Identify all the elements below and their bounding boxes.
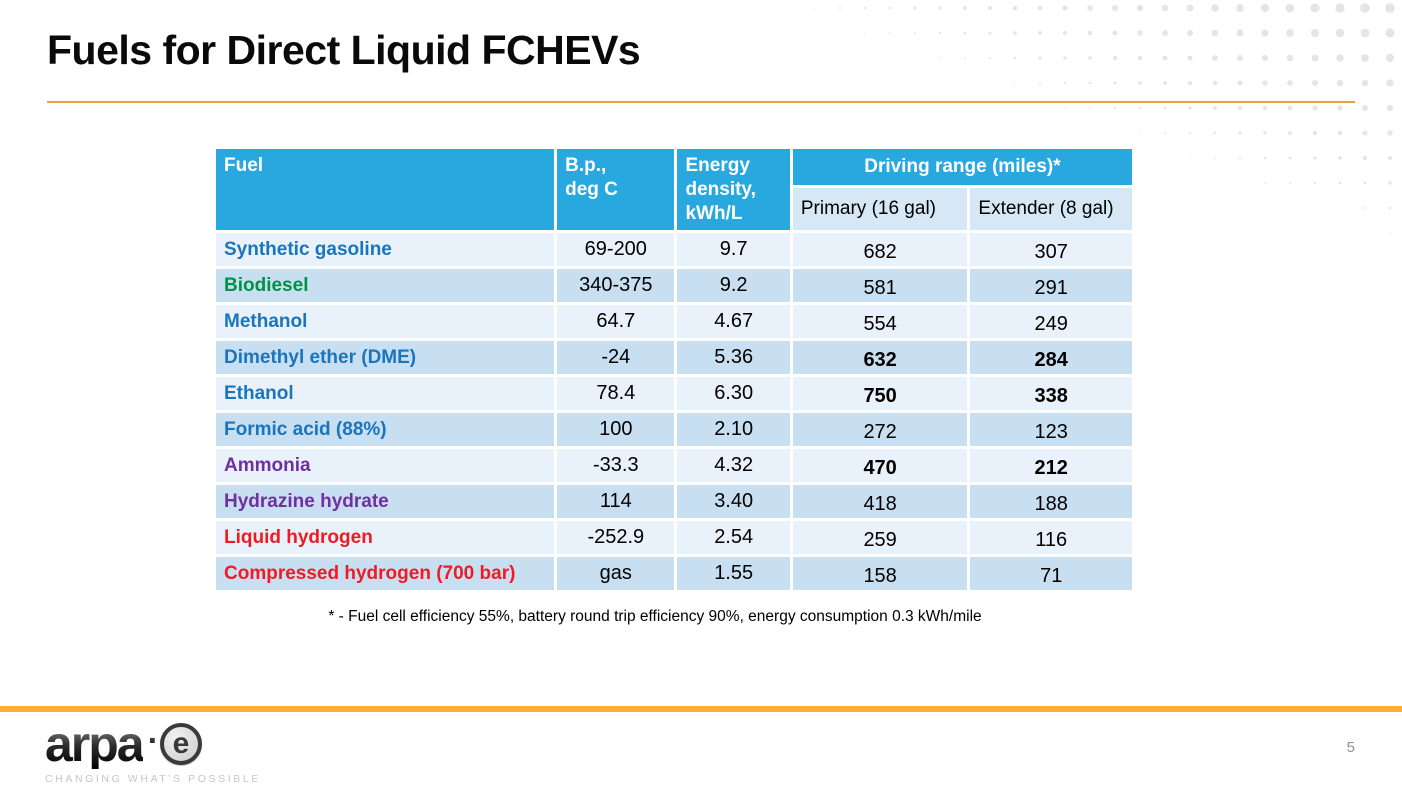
cell-fuel: Liquid hydrogen bbox=[216, 521, 555, 555]
cell-energy: 9.2 bbox=[677, 269, 790, 303]
cell-fuel: Compressed hydrogen (700 bar) bbox=[216, 557, 555, 591]
col-header-energy-density: Energy density, kWh/L bbox=[677, 149, 790, 231]
cell-fuel: Synthetic gasoline bbox=[216, 233, 555, 267]
footnote: * - Fuel cell efficiency 55%, battery ro… bbox=[328, 608, 982, 625]
cell-bp: 78.4 bbox=[557, 377, 675, 411]
table-row: Biodiesel 340-375 9.2 581 291 bbox=[216, 269, 1132, 303]
cell-primary: 682 bbox=[792, 233, 968, 267]
title-divider-line bbox=[47, 101, 1355, 103]
logo-tagline: CHANGING WHAT'S POSSIBLE bbox=[45, 773, 261, 785]
cell-extender: 307 bbox=[970, 233, 1132, 267]
table-row: Synthetic gasoline 69-200 9.7 682 307 bbox=[216, 233, 1132, 267]
col-header-primary: Primary (16 gal) bbox=[792, 188, 968, 231]
corner-dot-pattern bbox=[764, 3, 1395, 234]
cell-energy: 2.54 bbox=[677, 521, 790, 555]
col-header-fuel: Fuel bbox=[216, 149, 555, 231]
logo-e-letter: e bbox=[172, 727, 190, 760]
table-row: Ammonia -33.3 4.32 470 212 bbox=[216, 449, 1132, 483]
col-header-bp: B.p., deg C bbox=[557, 149, 675, 231]
cell-energy: 4.67 bbox=[677, 305, 790, 339]
cell-bp: -252.9 bbox=[557, 521, 675, 555]
cell-bp: gas bbox=[557, 557, 675, 591]
cell-primary: 418 bbox=[792, 485, 968, 519]
table-header-row: Fuel B.p., deg C Energy density, kWh/L D… bbox=[216, 149, 1132, 231]
cell-bp: 114 bbox=[557, 485, 675, 519]
table-subheader-row: Primary (16 gal) Extender (8 gal) bbox=[216, 188, 1132, 231]
cell-fuel: Ethanol bbox=[216, 377, 555, 411]
cell-extender: 212 bbox=[970, 449, 1132, 483]
cell-energy: 5.36 bbox=[677, 341, 790, 375]
table-row: Methanol 64.7 4.67 554 249 bbox=[216, 305, 1132, 339]
cell-primary: 554 bbox=[792, 305, 968, 339]
page-number: 5 bbox=[1346, 739, 1355, 756]
cell-bp: -24 bbox=[557, 341, 675, 375]
cell-extender: 71 bbox=[970, 557, 1132, 591]
cell-bp: -33.3 bbox=[557, 449, 675, 483]
cell-extender: 291 bbox=[970, 269, 1132, 303]
cell-bp: 100 bbox=[557, 413, 675, 447]
cell-extender: 116 bbox=[970, 521, 1132, 555]
table-row: Hydrazine hydrate 114 3.40 418 188 bbox=[216, 485, 1132, 519]
cell-energy: 2.10 bbox=[677, 413, 790, 447]
arpa-e-logo: arpa · e CHANGING WHAT'S POSSIBLE bbox=[45, 719, 261, 785]
cell-energy: 3.40 bbox=[677, 485, 790, 519]
fuel-table: Fuel B.p., deg C Energy density, kWh/L D… bbox=[213, 146, 1135, 593]
cell-primary: 158 bbox=[792, 557, 968, 591]
table-row: Liquid hydrogen -252.9 2.54 259 116 bbox=[216, 521, 1132, 555]
cell-extender: 338 bbox=[970, 377, 1132, 411]
cell-primary: 470 bbox=[792, 449, 968, 483]
cell-primary: 750 bbox=[792, 377, 968, 411]
cell-fuel: Methanol bbox=[216, 305, 555, 339]
cell-energy: 1.55 bbox=[677, 557, 790, 591]
cell-fuel: Ammonia bbox=[216, 449, 555, 483]
cell-fuel: Formic acid (88%) bbox=[216, 413, 555, 447]
slide-title: Fuels for Direct Liquid FCHEVs bbox=[47, 27, 641, 73]
col-header-driving-range: Driving range (miles)* bbox=[792, 149, 1132, 186]
cell-energy: 6.30 bbox=[677, 377, 790, 411]
col-header-extender: Extender (8 gal) bbox=[970, 188, 1132, 231]
logo-row: arpa · e bbox=[45, 719, 261, 769]
logo-dot: · bbox=[147, 722, 159, 760]
table-row: Formic acid (88%) 100 2.10 272 123 bbox=[216, 413, 1132, 447]
cell-extender: 284 bbox=[970, 341, 1132, 375]
footer-accent-bar bbox=[0, 706, 1402, 712]
table-row: Dimethyl ether (DME) -24 5.36 632 284 bbox=[216, 341, 1132, 375]
table-row: Ethanol 78.4 6.30 750 338 bbox=[216, 377, 1132, 411]
cell-primary: 581 bbox=[792, 269, 968, 303]
cell-primary: 632 bbox=[792, 341, 968, 375]
cell-fuel: Hydrazine hydrate bbox=[216, 485, 555, 519]
cell-extender: 123 bbox=[970, 413, 1132, 447]
cell-primary: 259 bbox=[792, 521, 968, 555]
cell-energy: 4.32 bbox=[677, 449, 790, 483]
cell-fuel: Dimethyl ether (DME) bbox=[216, 341, 555, 375]
cell-energy: 9.7 bbox=[677, 233, 790, 267]
logo-text-arpa: arpa bbox=[45, 716, 145, 772]
cell-extender: 188 bbox=[970, 485, 1132, 519]
cell-bp: 64.7 bbox=[557, 305, 675, 339]
table-row: Compressed hydrogen (700 bar) gas 1.55 158 7… bbox=[216, 557, 1132, 591]
cell-fuel: Biodiesel bbox=[216, 269, 555, 303]
cell-primary: 272 bbox=[792, 413, 968, 447]
cell-bp: 340-375 bbox=[557, 269, 675, 303]
cell-extender: 249 bbox=[970, 305, 1132, 339]
logo-e-circle-icon: e bbox=[159, 723, 202, 765]
cell-bp: 69-200 bbox=[557, 233, 675, 267]
